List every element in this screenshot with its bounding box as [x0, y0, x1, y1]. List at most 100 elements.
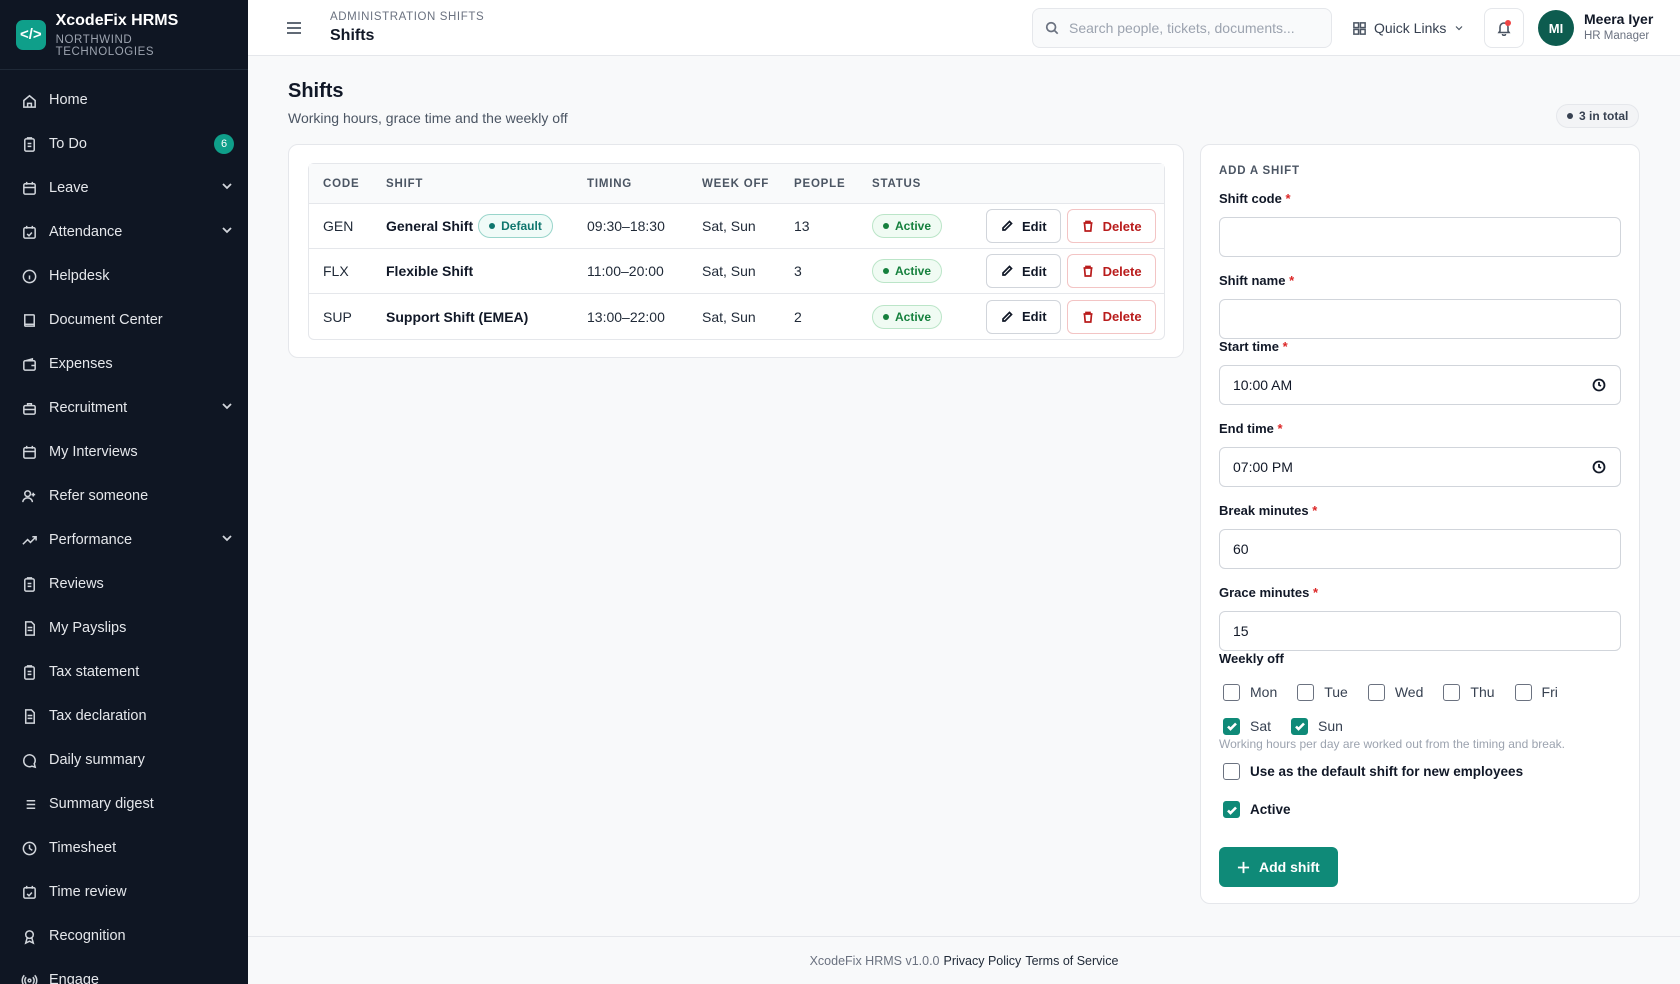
shift-name-field[interactable] [1219, 299, 1621, 339]
shifts-table: CODE SHIFT TIMING WEEK OFF PEOPLE STATUS… [308, 163, 1165, 340]
sidebar-item-to-do[interactable]: To Do 6 [0, 122, 248, 166]
sidebar-item-tax-statement[interactable]: Tax statement [0, 650, 248, 694]
sidebar-item-my-payslips[interactable]: My Payslips [0, 606, 248, 650]
break-minutes-input[interactable] [1233, 541, 1607, 557]
weekday-option-wed[interactable]: Wed [1364, 675, 1423, 709]
search-input[interactable] [1069, 20, 1309, 36]
breadcrumb: ADMINISTRATION SHIFTS Shifts [330, 11, 484, 45]
shifts-table-card: CODE SHIFT TIMING WEEK OFF PEOPLE STATUS… [288, 144, 1184, 358]
clipboard-icon [20, 135, 38, 153]
chevron-down-icon[interactable] [220, 179, 234, 197]
weekday-checkbox[interactable] [1443, 683, 1461, 701]
sidebar-item-reviews[interactable]: Reviews [0, 562, 248, 606]
trash-icon [1083, 265, 1093, 277]
col-header-people: PEOPLE [794, 177, 846, 190]
sidebar-item-expenses[interactable]: Expenses [0, 342, 248, 386]
menu-icon[interactable] [284, 18, 304, 38]
sidebar-item-recognition[interactable]: Recognition [0, 914, 248, 958]
sidebar-item-tax-declaration[interactable]: Tax declaration [0, 694, 248, 738]
sidebar-nav: Home To Do 6 Leave Attendance Helpdesk Documen… [0, 70, 248, 984]
edit-button[interactable]: Edit [986, 299, 1061, 334]
quick-links-button[interactable]: Quick Links [1352, 14, 1465, 42]
file-icon [20, 707, 38, 725]
terms-of-service-link[interactable]: Terms of Service [1025, 953, 1119, 968]
default-badge: Default [478, 214, 553, 238]
sidebar-item-my-interviews[interactable]: My Interviews [0, 430, 248, 474]
weekday-option-mon[interactable]: Mon [1219, 675, 1277, 709]
footer: XcodeFix HRMS v1.0.0 Privacy Policy Term… [248, 936, 1680, 984]
briefcase-icon [20, 399, 38, 417]
status-dot [883, 313, 889, 320]
sidebar-item-attendance[interactable]: Attendance [0, 210, 248, 254]
weekday-checkbox[interactable] [1367, 683, 1385, 701]
edit-label: Edit [1022, 263, 1047, 279]
weekday-label: Sun [1318, 718, 1343, 734]
weekday-checkbox[interactable] [1291, 717, 1309, 735]
weekday-option-tue[interactable]: Tue [1293, 675, 1348, 709]
chevron-down-icon[interactable] [220, 399, 234, 417]
default-shift-checkbox[interactable] [1223, 763, 1240, 780]
status-label: Active [895, 264, 932, 278]
weekday-checkbox[interactable] [1223, 717, 1240, 735]
notifications-button[interactable] [1484, 8, 1524, 48]
end-time-value: 07:00 PM [1233, 459, 1293, 475]
privacy-policy-link[interactable]: Privacy Policy [943, 953, 1022, 968]
weekday-option-thu[interactable]: Thu [1439, 675, 1495, 709]
shift-name-input[interactable] [1233, 311, 1607, 327]
grace-minutes-field[interactable] [1219, 611, 1621, 651]
weekday-option-sat[interactable]: Sat [1219, 709, 1271, 743]
end-time-field[interactable]: 07:00 PM [1219, 447, 1621, 487]
default-badge-label: Default [501, 219, 542, 233]
edit-button[interactable]: Edit [986, 209, 1061, 243]
sidebar-item-performance[interactable]: Performance [0, 518, 248, 562]
weekday-checkbox[interactable] [1297, 683, 1315, 701]
status-label: Active [895, 219, 932, 233]
sidebar-item-timesheet[interactable]: Timesheet [0, 826, 248, 870]
shift-code-field[interactable] [1219, 217, 1621, 257]
sidebar-item-document-center[interactable]: Document Center [0, 298, 248, 342]
active-checkbox-row[interactable]: Active [1219, 801, 1291, 818]
sidebar-item-recruitment[interactable]: Recruitment [0, 386, 248, 430]
sidebar-item-home[interactable]: Home [0, 78, 248, 122]
status-cell: Active [872, 214, 943, 238]
weekday-option-sun[interactable]: Sun [1287, 709, 1343, 743]
avatar[interactable]: MI [1538, 10, 1574, 46]
search-icon [1045, 21, 1059, 35]
sidebar-item-engage[interactable]: Engage [0, 958, 248, 984]
sidebar-item-time-review[interactable]: Time review [0, 870, 248, 914]
default-shift-checkbox-row[interactable]: Use as the default shift for new employe… [1219, 763, 1523, 780]
chevron-down-icon[interactable] [220, 531, 234, 549]
weekday-checkbox[interactable] [1514, 683, 1532, 701]
shift-name-label: Shift name * [1219, 273, 1295, 288]
delete-button[interactable]: Delete [1066, 254, 1156, 288]
active-checkbox[interactable] [1223, 801, 1240, 818]
sidebar-item-leave[interactable]: Leave [0, 166, 248, 210]
home-icon [20, 91, 38, 109]
start-time-field[interactable]: 10:00 AM [1219, 365, 1621, 405]
pencil-icon [1002, 310, 1013, 322]
weekday-option-fri[interactable]: Fri [1511, 675, 1558, 709]
shift-code-input[interactable] [1233, 229, 1607, 245]
clock-icon[interactable] [1592, 378, 1606, 395]
sidebar-item-helpdesk[interactable]: Helpdesk [0, 254, 248, 298]
delete-button[interactable]: Delete [1066, 209, 1156, 243]
delete-button[interactable]: Delete [1066, 299, 1156, 334]
shift-code-cell: GEN [323, 218, 354, 234]
sidebar-item-refer-someone[interactable]: Refer someone [0, 474, 248, 518]
sidebar-item-summary-digest[interactable]: Summary digest [0, 782, 248, 826]
sidebar-item-label: Helpdesk [49, 268, 110, 284]
break-minutes-field[interactable] [1219, 529, 1621, 569]
chevron-down-icon [1455, 26, 1463, 31]
global-search[interactable] [1032, 8, 1332, 48]
add-shift-button[interactable]: Add shift [1219, 847, 1338, 887]
chevron-down-icon[interactable] [220, 223, 234, 241]
weekday-checkbox[interactable] [1223, 683, 1240, 701]
table-row: GEN General Shift Default 09:30–18:30 Sat, S… [309, 204, 1164, 249]
row-actions: Edit Delete [986, 254, 1156, 288]
row-actions: Edit Delete [986, 299, 1156, 334]
edit-button[interactable]: Edit [986, 254, 1061, 288]
sidebar-item-daily-summary[interactable]: Daily summary [0, 738, 248, 782]
grace-minutes-input[interactable] [1233, 623, 1607, 639]
clock-icon[interactable] [1592, 460, 1606, 477]
list-icon [20, 795, 38, 813]
